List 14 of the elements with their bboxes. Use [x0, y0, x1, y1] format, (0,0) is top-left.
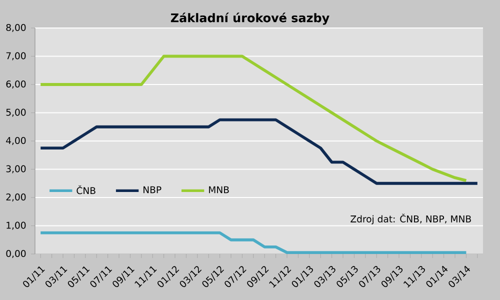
y-tick-label: 4,00	[6, 137, 26, 145]
legend-label: MNB	[209, 186, 229, 194]
y-tick-label: 8,00	[6, 24, 26, 32]
y-tick-label: 6,00	[6, 80, 26, 88]
y-tick-label: 0,00	[6, 250, 26, 258]
y-tick-label: 7,00	[6, 52, 26, 60]
y-tick-label: 2,00	[6, 194, 26, 202]
y-tick-label: 5,00	[6, 108, 26, 117]
y-tick-label: 1,00	[6, 222, 26, 230]
legend-label: NBP	[144, 186, 162, 194]
annotation: Zdroj dat: ČNB, NBP, MNB	[350, 214, 471, 224]
y-tick-label: 3,00	[6, 165, 26, 174]
chart-title: Základní úrokové sazby	[170, 12, 330, 25]
legend-label: ČNB	[76, 185, 96, 194]
